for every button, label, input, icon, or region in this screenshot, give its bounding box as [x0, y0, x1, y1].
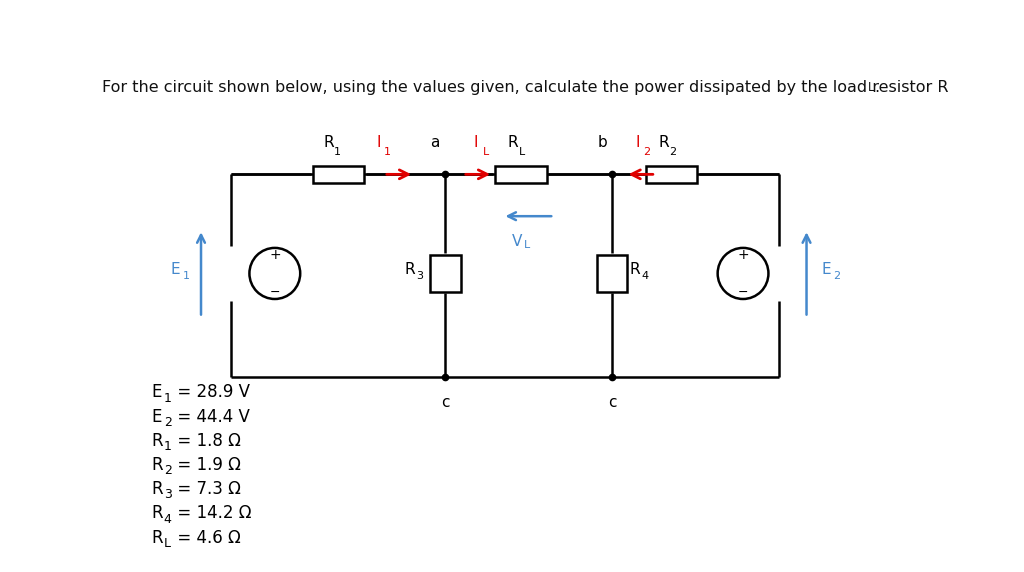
Text: = 7.3 Ω: = 7.3 Ω [174, 480, 241, 498]
Text: 2: 2 [164, 464, 172, 477]
Text: 2: 2 [669, 147, 676, 157]
Text: I: I [473, 135, 478, 150]
Text: = 1.9 Ω: = 1.9 Ω [174, 456, 241, 474]
Text: 1: 1 [334, 147, 341, 157]
Text: R: R [152, 456, 164, 474]
Text: c: c [441, 395, 450, 410]
Text: 1: 1 [384, 147, 390, 157]
Text: R: R [629, 261, 640, 276]
Text: E: E [821, 261, 831, 276]
Text: R: R [152, 505, 164, 522]
Text: R: R [152, 480, 164, 498]
Text: 2: 2 [643, 147, 650, 157]
Text: E: E [152, 383, 162, 402]
Text: R: R [324, 135, 334, 150]
Text: .: . [873, 80, 880, 94]
Text: c: c [608, 395, 616, 410]
Text: 3: 3 [417, 271, 424, 281]
Text: a: a [430, 135, 439, 150]
Text: 1: 1 [164, 392, 172, 404]
Text: R: R [152, 432, 164, 450]
Text: 2: 2 [834, 271, 841, 281]
Bar [646, 166, 697, 182]
Text: = 28.9 V: = 28.9 V [174, 383, 250, 402]
Text: R: R [658, 135, 669, 150]
Bar [430, 255, 461, 292]
Ellipse shape [250, 248, 300, 299]
Text: E: E [171, 261, 180, 276]
Text: R: R [404, 261, 415, 276]
Bar [597, 255, 627, 292]
Text: L: L [518, 147, 524, 157]
Text: 4: 4 [164, 513, 172, 526]
Text: E: E [152, 408, 162, 426]
Bar [312, 166, 365, 182]
Text: 3: 3 [164, 488, 172, 502]
Text: R: R [152, 529, 164, 547]
Text: R: R [508, 135, 518, 150]
Text: I: I [635, 135, 640, 150]
Text: b: b [598, 135, 607, 150]
Text: +: + [737, 248, 749, 261]
Text: 2: 2 [164, 416, 172, 429]
Text: L: L [482, 147, 489, 157]
Text: = 4.6 Ω: = 4.6 Ω [174, 529, 241, 547]
Text: −: − [269, 286, 281, 299]
Text: +: + [269, 248, 281, 261]
Text: = 44.4 V: = 44.4 V [174, 408, 250, 426]
Text: = 1.8 Ω: = 1.8 Ω [174, 432, 241, 450]
Bar [495, 166, 547, 182]
Text: = 14.2 Ω: = 14.2 Ω [174, 505, 252, 522]
Text: 1: 1 [164, 440, 172, 453]
Text: L: L [868, 81, 874, 94]
Text: 1: 1 [183, 271, 190, 281]
Text: 4: 4 [641, 271, 648, 281]
Text: I: I [376, 135, 381, 150]
Ellipse shape [718, 248, 768, 299]
Text: L: L [164, 537, 171, 550]
Text: V: V [512, 234, 522, 249]
Text: For the circuit shown below, using the values given, calculate the power dissipa: For the circuit shown below, using the v… [101, 80, 948, 94]
Text: L: L [524, 240, 530, 251]
Text: −: − [737, 286, 749, 299]
